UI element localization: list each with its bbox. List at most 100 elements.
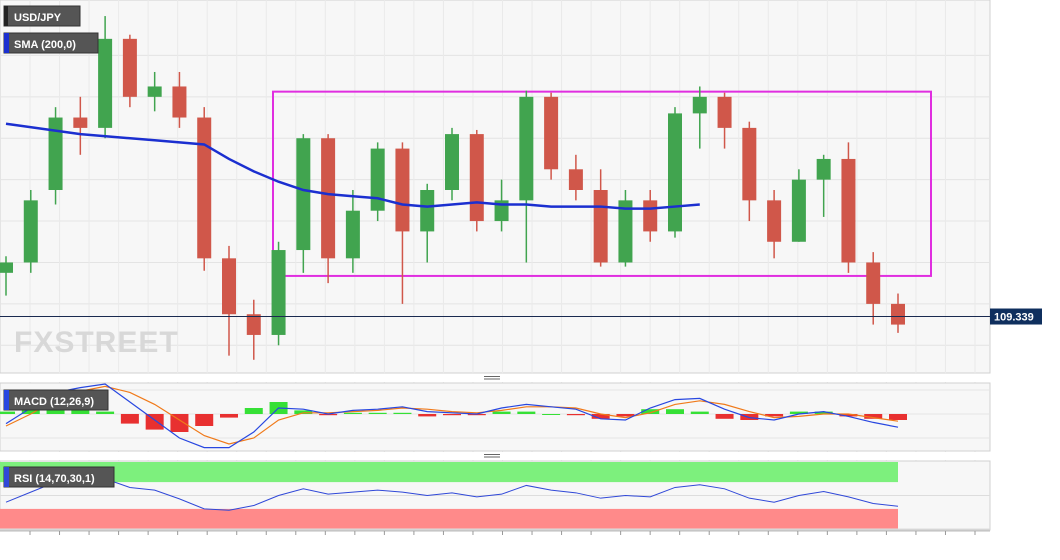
- candle-body: [668, 113, 682, 232]
- candle: [668, 107, 682, 238]
- candle-body: [122, 38, 137, 97]
- histogram-bar: [517, 411, 536, 414]
- x-axis: [29, 531, 976, 535]
- candle-body: [469, 134, 484, 222]
- last-price-tag-bg: [990, 308, 1042, 325]
- candle-body: [222, 258, 236, 315]
- candle: [370, 142, 385, 222]
- candle: [271, 241, 286, 346]
- candle: [618, 190, 633, 267]
- candle: [321, 134, 336, 284]
- histogram-bar: [542, 414, 561, 415]
- candle-body: [445, 134, 459, 190]
- candle-body: [816, 158, 831, 180]
- candle-body: [519, 96, 534, 201]
- sma-label: SMA (200,0): [14, 39, 76, 51]
- histogram-bar: [443, 414, 461, 416]
- candle-body: [420, 190, 435, 232]
- symbol-tag-marker: [4, 6, 8, 26]
- histogram-bar: [889, 414, 907, 420]
- candle: [172, 71, 187, 128]
- rsi-line: [5, 478, 899, 511]
- candle: [420, 183, 435, 263]
- candle: [197, 107, 212, 271]
- candle-body: [321, 138, 336, 259]
- range-box: [272, 90, 932, 277]
- candle-body: [717, 96, 732, 128]
- candle: [568, 154, 583, 201]
- candle: [445, 127, 459, 201]
- candle: [222, 245, 236, 356]
- candle-body: [48, 117, 63, 190]
- candle-body: [296, 138, 311, 251]
- candle: [0, 256, 13, 296]
- candle: [791, 169, 806, 242]
- candle-body: [73, 117, 88, 128]
- candle-body: [23, 200, 38, 263]
- candle-body: [246, 314, 261, 335]
- symbol-tag[interactable]: USD/JPY: [3, 5, 81, 27]
- rsi-oversold-zone: [0, 508, 898, 529]
- sma-tag[interactable]: SMA (200,0): [3, 32, 99, 54]
- macd-tag-marker: [4, 390, 9, 410]
- candle: [742, 121, 757, 222]
- candle: [395, 142, 410, 304]
- candle: [98, 16, 113, 139]
- macd-tag[interactable]: MACD (12,26,9): [3, 389, 109, 411]
- signal-line: [5, 385, 899, 445]
- candle-body: [147, 86, 162, 97]
- macd-panel: [0, 382, 991, 452]
- histogram-bar: [71, 410, 90, 414]
- candle: [23, 190, 38, 273]
- candle-body: [0, 262, 13, 273]
- candle: [122, 34, 137, 108]
- histogram-bar: [616, 414, 635, 417]
- symbol-label: USD/JPY: [14, 12, 62, 24]
- candle-body: [593, 190, 608, 263]
- candle-body: [395, 148, 410, 232]
- histogram-bar: [492, 411, 511, 414]
- histogram-bar: [789, 411, 808, 414]
- sma-line: [5, 122, 700, 210]
- pane-resize-handle-1[interactable]: [0, 374, 990, 382]
- rsi-tag[interactable]: RSI (14,70,30,1): [3, 466, 115, 488]
- histogram-bar: [368, 412, 387, 414]
- candle: [841, 142, 856, 273]
- candle: [816, 154, 831, 217]
- candle-body: [271, 250, 286, 335]
- histogram-bar: [96, 411, 115, 414]
- candle: [544, 92, 559, 180]
- histogram-bar: [120, 414, 139, 424]
- candle-body: [891, 303, 905, 325]
- histogram-bar: [864, 414, 883, 419]
- histogram-bar: [765, 414, 784, 417]
- histogram-bar: [666, 409, 684, 414]
- rsi-label: RSI (14,70,30,1): [14, 473, 95, 485]
- pane-resize-handle-2[interactable]: [0, 452, 990, 460]
- histogram-bar: [839, 414, 858, 417]
- histogram-bar: [220, 414, 238, 418]
- rsi-tag-marker: [4, 467, 9, 487]
- candle-body: [767, 200, 782, 242]
- candle: [345, 190, 360, 273]
- histogram-bar: [343, 412, 362, 414]
- candle: [866, 252, 881, 325]
- macd-label: MACD (12,26,9): [14, 396, 94, 408]
- histogram-bar: [418, 414, 437, 417]
- pane-resize-handle-2-bg: [0, 452, 990, 460]
- candle-body: [742, 127, 757, 201]
- candle: [692, 86, 707, 149]
- candle-body: [618, 200, 633, 263]
- watermark: FXSTREET: [14, 326, 179, 359]
- candle: [891, 293, 905, 333]
- rsi-grid: [0, 495, 990, 530]
- candle-body: [568, 169, 583, 190]
- histogram-bar: [244, 408, 263, 414]
- pane-resize-handle-1-bg: [0, 374, 990, 382]
- candle-body: [197, 117, 212, 259]
- histogram-bar: [170, 414, 189, 432]
- candle-body: [172, 86, 187, 118]
- candle: [469, 129, 484, 232]
